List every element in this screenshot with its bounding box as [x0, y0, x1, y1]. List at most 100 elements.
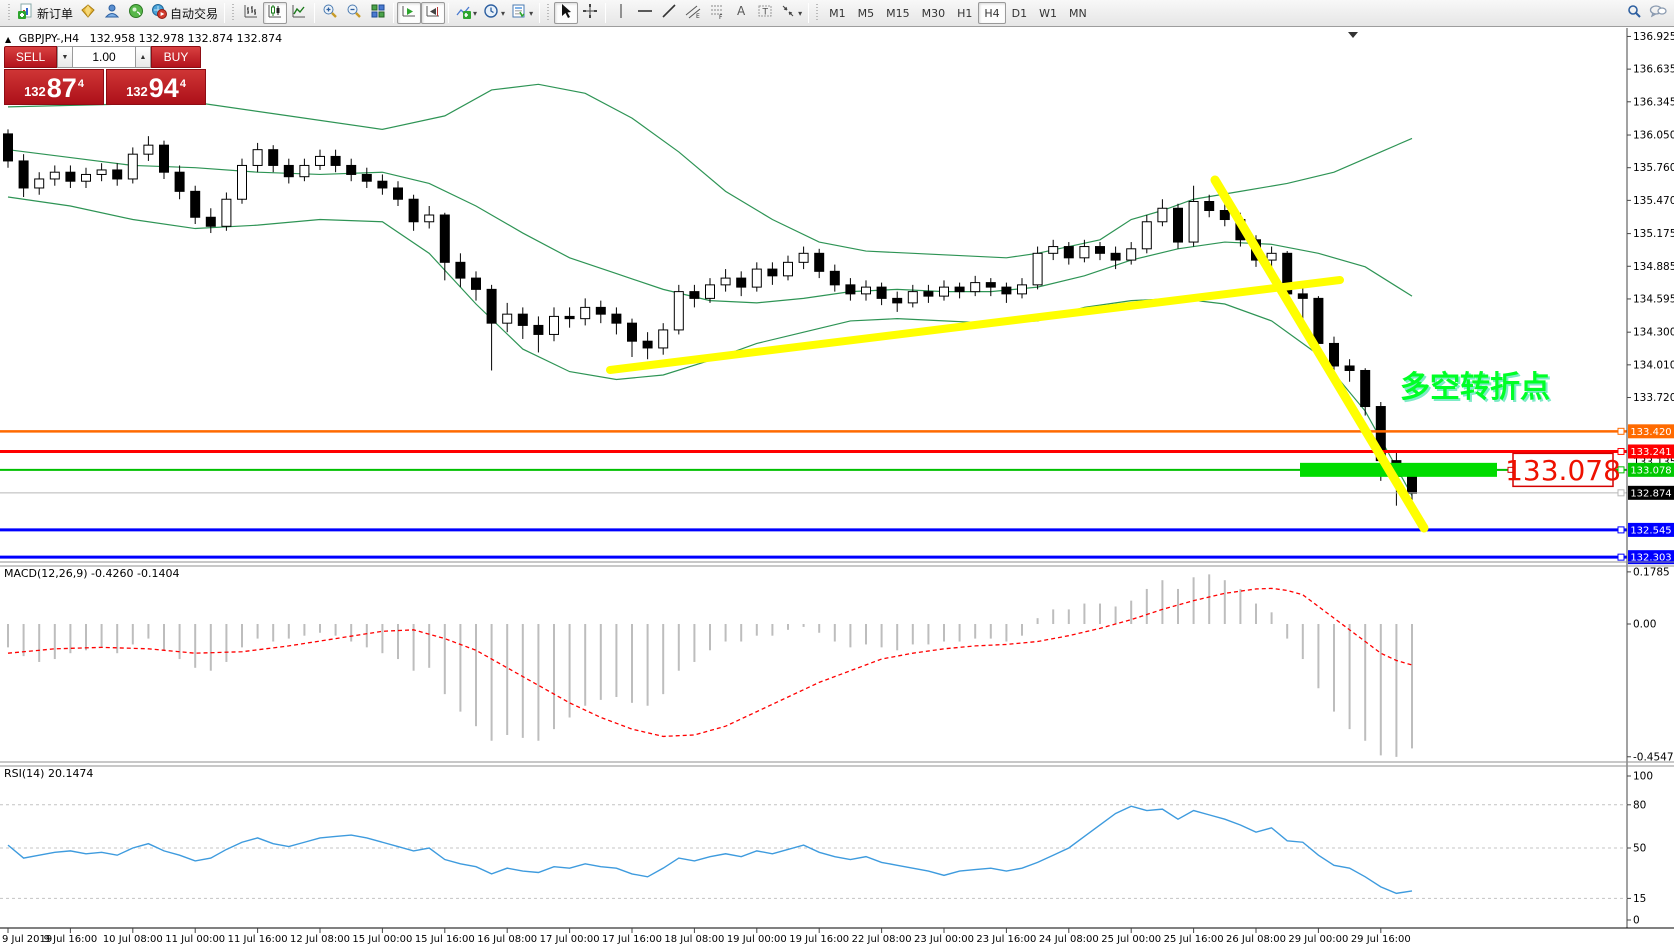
zoom-out-button[interactable]	[342, 2, 366, 24]
sell-price-button[interactable]: 132 87 4	[4, 69, 104, 105]
vertical-line-tool-button[interactable]	[609, 2, 633, 24]
trendline-1[interactable]	[606, 276, 1344, 374]
cursor-tool-button[interactable]	[554, 2, 579, 24]
period-button-h1[interactable]: H1	[957, 6, 973, 20]
buy-price-button[interactable]: 132 94 4	[106, 69, 206, 105]
profile-button[interactable]	[100, 2, 124, 24]
time-tick-label: 23 Jul 16:00	[976, 934, 1036, 945]
tile-windows-button[interactable]	[366, 2, 390, 24]
arrows-tool-button[interactable]: ▾	[777, 2, 805, 24]
price-tick-label: 136.345	[1633, 96, 1674, 108]
zoom-in-icon	[322, 3, 338, 23]
collapse-panel-icon[interactable]: ▲	[5, 35, 12, 44]
crosshair-tool-button[interactable]	[578, 2, 602, 24]
templates-button[interactable]: ▾	[508, 2, 536, 24]
search-button[interactable]	[1622, 2, 1646, 24]
trendline-icon	[661, 3, 677, 23]
sell-button[interactable]: SELL	[4, 46, 57, 68]
price-tick-label: 134.010	[1633, 359, 1674, 371]
fibonacci-tool-button[interactable]: F	[705, 2, 729, 24]
periods-button[interactable]: ▾	[480, 2, 508, 24]
line-handle[interactable]	[1617, 427, 1625, 435]
line-handle[interactable]	[1617, 447, 1625, 455]
zoom-in-button[interactable]	[318, 2, 342, 24]
volume-input[interactable]	[73, 46, 135, 68]
crystal-icon	[80, 3, 96, 23]
horizontal-line-tool-button[interactable]	[633, 2, 657, 24]
candle-body	[471, 277, 481, 290]
line-handle[interactable]	[1617, 489, 1625, 497]
chat-button[interactable]	[1646, 2, 1670, 24]
candle-body	[143, 144, 154, 155]
candlestick-chart-button[interactable]	[263, 2, 288, 24]
text-tool-button[interactable]: A	[729, 2, 753, 24]
bar-chart-button[interactable]	[239, 2, 263, 24]
templates-icon	[511, 3, 527, 23]
period-button-w1[interactable]: W1	[1039, 6, 1057, 20]
trendline-tool-button[interactable]	[657, 2, 681, 24]
candle-body	[315, 155, 325, 166]
market-watch-button[interactable]	[76, 2, 100, 24]
channel-tool-button[interactable]: E	[681, 2, 705, 24]
candle-body	[18, 160, 29, 189]
line-handle[interactable]	[1617, 526, 1625, 534]
candle-body	[751, 268, 762, 288]
new-order-button[interactable]: 新订单	[15, 2, 76, 24]
volume-decrease-button[interactable]: ▼	[57, 46, 73, 68]
new-order-label: 新订单	[37, 6, 74, 21]
toolbar-grip[interactable]	[231, 4, 237, 22]
signals-icon	[128, 3, 144, 23]
line-handle[interactable]	[1617, 466, 1625, 474]
toolbar-grip[interactable]	[546, 4, 552, 22]
time-tick-label: 9 Jul 16:00	[44, 934, 98, 945]
period-button-m1[interactable]: M1	[829, 6, 846, 20]
price-tick-label: 134.595	[1633, 293, 1674, 305]
time-tick-label: 25 Jul 16:00	[1164, 934, 1224, 945]
text-label-tool-button[interactable]: T	[753, 2, 777, 24]
price-scale[interactable]: 136.925 136.635 136.345 136.050 135.760 135.4…	[1626, 28, 1674, 928]
candle-body	[81, 173, 91, 182]
svg-text:A: A	[737, 4, 746, 18]
chart-canvas[interactable]: 133.078多空转折点多空转折点136.925136.635136.34513…	[0, 28, 1674, 947]
period-button-m30[interactable]: M30	[921, 6, 946, 20]
line-handle[interactable]	[1617, 553, 1625, 561]
chart-shift-button[interactable]	[421, 2, 446, 24]
candle-body	[1048, 246, 1059, 254]
candle-body	[346, 164, 357, 175]
candle-body	[299, 164, 310, 178]
line-chart-button[interactable]	[287, 2, 311, 24]
time-tick-label: 19 Jul 00:00	[727, 934, 787, 945]
autotrading-button[interactable]: 自动交易	[148, 2, 221, 24]
period-button-m5[interactable]: M5	[857, 6, 875, 20]
indicators-button[interactable]: ▾	[452, 2, 480, 24]
toolbar-grip[interactable]	[7, 4, 12, 22]
text-icon: A	[733, 3, 749, 23]
period-button-mn[interactable]: MN	[1069, 6, 1087, 20]
volume-increase-button[interactable]: ▲	[135, 46, 151, 68]
buy-button[interactable]: BUY	[151, 46, 201, 68]
time-tick-label: 24 Jul 08:00	[1039, 934, 1099, 945]
scroll-marker-icon[interactable]	[1348, 32, 1358, 38]
indicators-icon	[455, 3, 472, 23]
autotrading-label: 自动交易	[170, 6, 219, 21]
clock-icon	[483, 3, 499, 23]
signals-button[interactable]	[124, 2, 148, 24]
toolbar-grip[interactable]	[815, 4, 821, 22]
auto-scroll-button[interactable]	[397, 2, 422, 24]
period-button-m15[interactable]: M15	[886, 6, 910, 20]
chevron-down-icon: ▾	[798, 8, 803, 18]
candle-body	[1188, 200, 1199, 243]
toolbar-separator	[393, 3, 395, 23]
candle-body	[1063, 246, 1074, 259]
period-button-h4[interactable]: H4	[978, 2, 1006, 24]
price-label-box[interactable]	[1512, 452, 1614, 488]
annotation-text[interactable]: 多空转折点	[1400, 370, 1550, 405]
green-zone-rectangle[interactable]	[1300, 462, 1497, 477]
candle-body	[424, 214, 435, 223]
candle-body	[549, 315, 559, 335]
buy-price-big: 94	[148, 73, 179, 103]
trendline-2[interactable]	[1210, 175, 1429, 533]
period-button-d1[interactable]: D1	[1011, 6, 1028, 20]
